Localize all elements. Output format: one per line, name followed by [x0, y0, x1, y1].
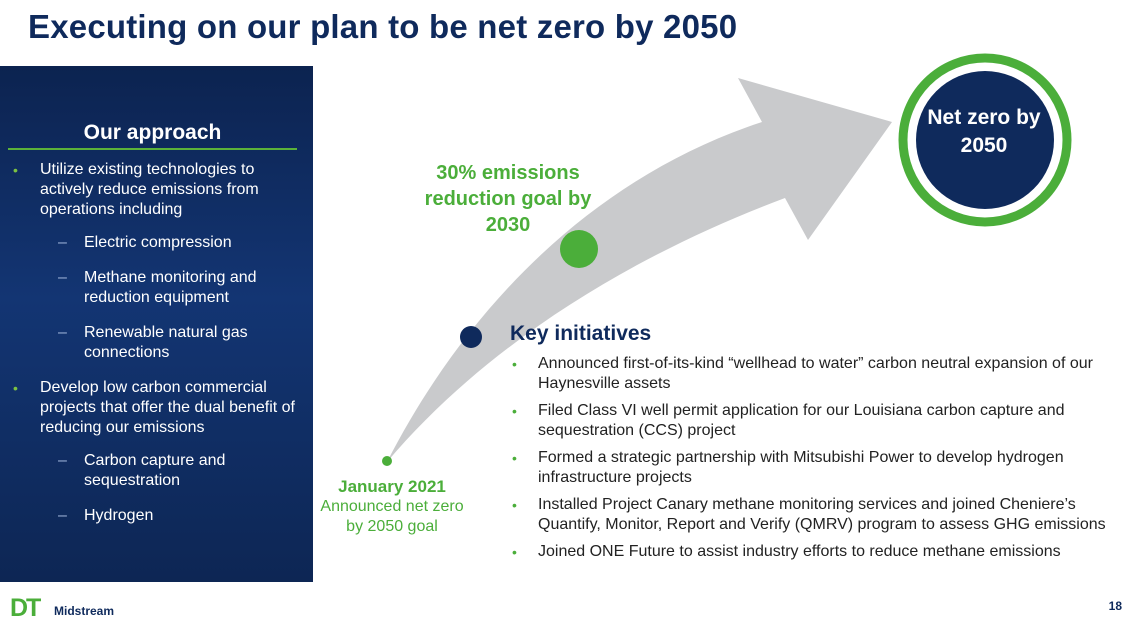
- approach-item-text: Utilize existing technologies to activel…: [40, 161, 259, 218]
- approach-subitem-text: Carbon capture and sequestration: [84, 452, 226, 489]
- approach-subitem-text: Electric compression: [84, 234, 232, 251]
- slide-title: Executing on our plan to be net zero by …: [28, 8, 738, 45]
- approach-subitem-text: Methane monitoring and reduction equipme…: [84, 269, 257, 306]
- milestone-dot-start: [382, 456, 392, 466]
- bullet-icon: •: [512, 356, 517, 372]
- approach-subitem-text: Renewable natural gas connections: [84, 324, 248, 361]
- start-milestone-subtitle: Announced net zero by 2050 goal: [320, 498, 464, 535]
- initiative-text: Filed Class VI well permit application f…: [538, 402, 1065, 439]
- start-milestone: January 2021 Announced net zero by 2050 …: [318, 476, 466, 537]
- timeline-arrow: [387, 78, 892, 462]
- bullet-icon: •: [13, 380, 18, 396]
- logo-mark: DT: [10, 594, 41, 622]
- net-zero-circle: [916, 71, 1054, 209]
- milestone-dot-2030: [560, 230, 598, 268]
- net-zero-ring: [898, 53, 1072, 227]
- approach-heading: Our approach: [8, 121, 297, 150]
- approach-subitem: – Methane monitoring and reduction equip…: [0, 268, 300, 308]
- initiative-text: Joined ONE Future to assist industry eff…: [538, 543, 1061, 560]
- initiative-text: Installed Project Canary methane monitor…: [538, 496, 1106, 533]
- net-zero-label: Net zero by 2050: [927, 106, 1041, 157]
- initiative-item: • Announced first-of-its-kind “wellhead …: [510, 354, 1140, 394]
- initiative-item: • Formed a strategic partnership with Mi…: [510, 448, 1140, 488]
- approach-item: • Develop low carbon commercial projects…: [0, 378, 300, 438]
- initiative-item: • Filed Class VI well permit application…: [510, 401, 1140, 441]
- approach-subitem: – Renewable natural gas connections: [0, 323, 300, 363]
- goal-2030-label: 30% emissions reduction goal by 2030: [424, 162, 592, 236]
- start-milestone-title: January 2021: [338, 477, 446, 496]
- milestone-dot-initiatives: [460, 326, 482, 348]
- key-initiatives-list: • Announced first-of-its-kind “wellhead …: [510, 354, 1140, 562]
- bullet-icon: •: [512, 450, 517, 466]
- dash-icon: –: [58, 452, 67, 469]
- bullet-icon: •: [512, 403, 517, 419]
- bullet-icon: •: [13, 162, 18, 178]
- approach-subitem: – Carbon capture and sequestration: [0, 451, 300, 491]
- bullet-icon: •: [512, 544, 517, 560]
- logo-name: Midstream: [54, 604, 115, 618]
- approach-list: • Utilize existing technologies to activ…: [0, 160, 300, 541]
- bullet-icon: •: [512, 497, 517, 513]
- approach-subitem-text: Hydrogen: [84, 507, 154, 524]
- key-initiatives-heading: Key initiatives: [510, 322, 652, 345]
- approach-panel: Our approach • Utilize existing technolo…: [0, 66, 313, 582]
- initiative-text: Announced first-of-its-kind “wellhead to…: [538, 355, 1093, 392]
- initiative-item: • Joined ONE Future to assist industry e…: [510, 542, 1140, 562]
- dash-icon: –: [58, 507, 67, 524]
- approach-subitem: – Electric compression: [0, 233, 300, 253]
- dash-icon: –: [58, 269, 67, 286]
- approach-item-text: Develop low carbon commercial projects t…: [40, 379, 295, 436]
- initiative-text: Formed a strategic partnership with Mits…: [538, 449, 1064, 486]
- approach-item: • Utilize existing technologies to activ…: [0, 160, 300, 220]
- approach-subitem: – Hydrogen: [0, 506, 300, 526]
- initiative-item: • Installed Project Canary methane monit…: [510, 495, 1140, 535]
- dash-icon: –: [58, 324, 67, 341]
- dash-icon: –: [58, 234, 67, 251]
- key-initiatives: Key initiatives • Announced first-of-its…: [510, 322, 1140, 569]
- page-number: 18: [1108, 599, 1122, 613]
